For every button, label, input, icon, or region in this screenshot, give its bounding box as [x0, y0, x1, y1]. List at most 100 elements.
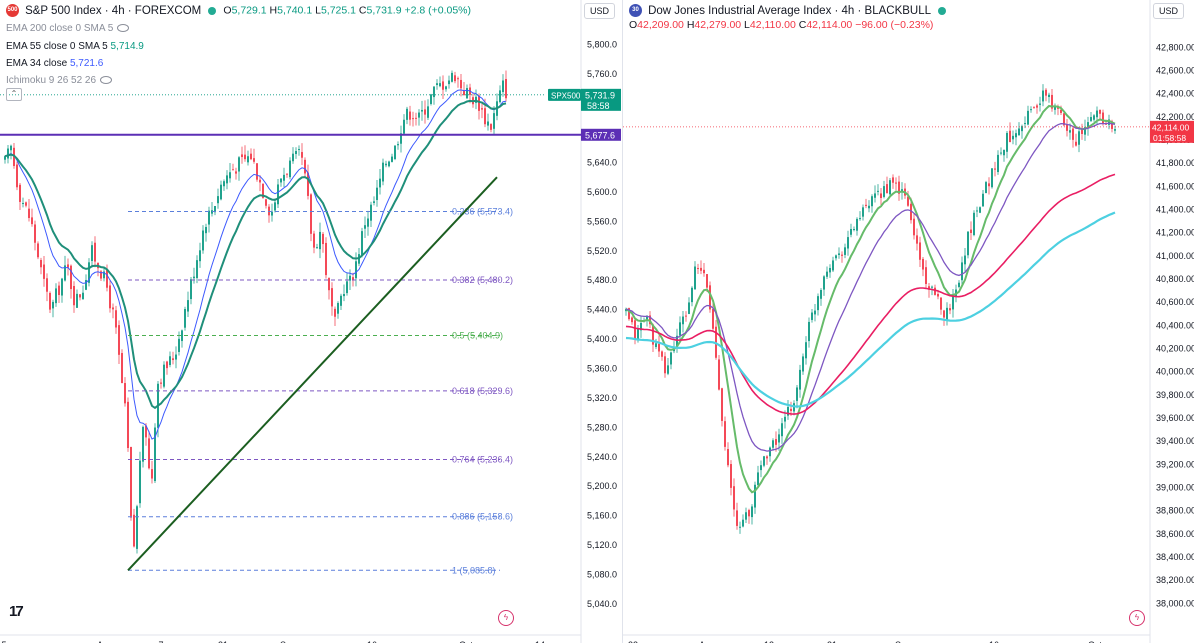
candle-body	[814, 310, 816, 315]
indicator-ema200[interactable]: EMA 200 close 0 SMA 5	[6, 23, 130, 34]
candle-body	[946, 307, 948, 320]
candle-body	[64, 265, 66, 281]
open-value: 42,209.00	[637, 19, 684, 31]
candle-body	[343, 294, 345, 297]
symbol-tag: SPX500	[551, 91, 581, 100]
candle-body	[325, 242, 327, 276]
lightning-icon[interactable]: ϟ	[1129, 610, 1145, 626]
candle-body	[241, 154, 243, 157]
time-axis-label: 7	[158, 640, 163, 643]
price-axis-label: 41,400.00	[1156, 205, 1194, 215]
candle-body	[298, 149, 300, 151]
lightning-icon[interactable]: ϟ	[498, 610, 514, 626]
time-axis-label: Sep	[280, 640, 296, 643]
candle-body	[304, 159, 306, 174]
candle-body	[796, 387, 798, 401]
candle-body	[340, 295, 342, 306]
candle-body	[1102, 112, 1104, 124]
candle-body	[265, 199, 267, 206]
candle-body	[913, 218, 915, 236]
candle-body	[736, 510, 738, 526]
fib-level-label: 1 (5,085.8)	[452, 565, 496, 575]
candle-body	[121, 353, 123, 384]
right-currency-button[interactable]: USD	[1153, 3, 1185, 19]
candle-body	[370, 204, 372, 221]
indicator-ema34[interactable]: EMA 34 close 5,721.6	[6, 58, 103, 69]
candle-body	[958, 282, 960, 287]
candle-body	[436, 83, 438, 86]
candle-body	[919, 242, 921, 260]
right-symbol-title[interactable]: Dow Jones Industrial Average Index · 4h …	[648, 4, 932, 17]
candle-body	[388, 161, 390, 167]
candle-body	[859, 218, 861, 220]
candle-body	[481, 108, 483, 110]
price-axis-label: 41,800.00	[1156, 158, 1194, 168]
candle-body	[658, 343, 660, 352]
candle-body	[376, 187, 378, 201]
candle-body	[853, 229, 855, 231]
eye-hidden-icon[interactable]	[100, 76, 113, 85]
candle-body	[937, 293, 939, 297]
candle-body	[367, 218, 369, 227]
candle-body	[487, 121, 489, 126]
candle-body	[892, 177, 894, 183]
left-chart-svg[interactable]: 5,800.05,760.05,720.05,680.05,640.05,600…	[0, 0, 622, 643]
candle-body	[850, 228, 852, 235]
candle-body	[871, 196, 873, 207]
candle-body	[295, 151, 297, 155]
candle-body	[760, 465, 762, 471]
left-symbol-title[interactable]: S&P 500 Index · 4h · FOREXCOM	[25, 4, 202, 17]
right-chart-pane[interactable]: 42,800.0042,600.0042,400.0042,200.0042,0…	[623, 0, 1194, 643]
right-chart-svg[interactable]: 42,800.0042,600.0042,400.0042,200.0042,0…	[623, 0, 1194, 643]
last-price-label: 5,731.9	[585, 90, 615, 100]
candle-body	[274, 202, 276, 211]
candle-body	[223, 181, 225, 187]
candle-body	[127, 401, 129, 449]
candle-body	[739, 526, 741, 528]
candle-body	[433, 86, 435, 98]
candle-body	[229, 172, 231, 179]
candle-body	[238, 157, 240, 172]
close-value: 5,731.9	[366, 4, 402, 17]
candle-body	[373, 201, 375, 203]
candle-body	[4, 156, 6, 160]
price-axis-label: 40,200.00	[1156, 344, 1194, 354]
candle-body	[925, 267, 927, 284]
candle-body	[82, 292, 84, 300]
candle-body	[346, 281, 348, 294]
eye-hidden-icon[interactable]	[117, 24, 130, 33]
candle-body	[799, 369, 801, 390]
candle-body	[49, 292, 51, 310]
candle-body	[1060, 109, 1062, 113]
candle-body	[163, 364, 165, 387]
indicator-ichimoku[interactable]: Ichimoku 9 26 52 26	[6, 75, 113, 86]
candle-body	[94, 242, 96, 262]
indicator-ema55[interactable]: EMA 55 close 0 SMA 5 5,714.9	[6, 41, 144, 52]
candle-body	[877, 190, 879, 192]
candle-body	[220, 184, 222, 200]
collapse-legend-button[interactable]: ⌃	[6, 88, 22, 101]
candle-body	[718, 359, 720, 390]
left-chart-pane[interactable]: 5,800.05,760.05,720.05,680.05,640.05,600…	[0, 0, 623, 643]
candle-body	[988, 183, 990, 187]
candle-body	[457, 78, 459, 80]
left-currency-button[interactable]: USD	[584, 3, 616, 19]
price-axis-label: 5,320.0	[587, 393, 617, 403]
candle-body	[844, 247, 846, 255]
trendline[interactable]	[127, 176, 498, 571]
open-value: 5,729.1	[231, 4, 267, 17]
candle-body	[31, 217, 33, 225]
candle-body	[664, 356, 666, 374]
price-axis-label: 39,800.00	[1156, 390, 1194, 400]
time-axis-label: 22	[628, 640, 638, 643]
candle-body	[766, 456, 768, 459]
candle-body	[421, 109, 423, 112]
candle-body	[886, 184, 888, 194]
candle-body	[961, 262, 963, 281]
candle-body	[910, 203, 912, 221]
candle-body	[202, 230, 204, 251]
candle-body	[175, 354, 177, 360]
candle-body	[970, 229, 972, 234]
time-axis-label: 21	[827, 640, 837, 643]
candle-body	[289, 160, 291, 178]
